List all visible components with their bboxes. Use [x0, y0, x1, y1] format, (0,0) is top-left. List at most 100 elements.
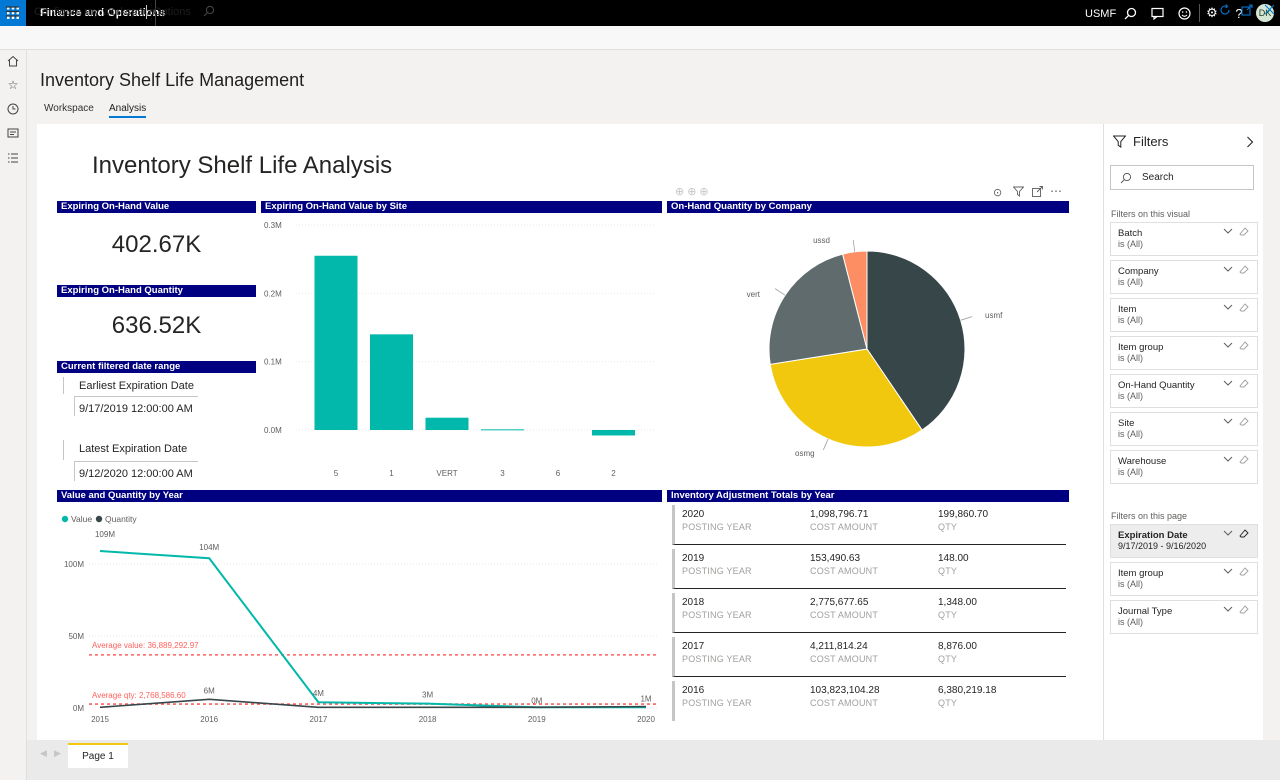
collapse-filters-chevron-icon[interactable]	[1246, 136, 1254, 151]
adjustment-year-value: 2019	[682, 553, 705, 564]
filter-card[interactable]: Item is (All)	[1110, 298, 1258, 332]
expand-filter-chevron-icon[interactable]	[1223, 605, 1233, 616]
favorites-star-icon[interactable]: ☆	[7, 78, 19, 92]
date-range-line	[74, 461, 75, 481]
refresh-icon[interactable]	[1219, 4, 1231, 19]
more-options-icon[interactable]: ⋯	[1050, 184, 1062, 198]
adjustment-qty-label: QTY	[938, 522, 958, 532]
configure-workspace-button[interactable]: Configure my workspace	[34, 6, 156, 18]
home-icon[interactable]	[6, 54, 20, 68]
app-title[interactable]: Finance and Operations	[40, 7, 166, 19]
adjustment-row: 2016 POSTING YEAR 103,823,104.28 COST AMOUN…	[672, 681, 1066, 721]
filter-card[interactable]: Site is (All)	[1110, 412, 1258, 446]
date-range-header: Current filtered date range	[57, 361, 256, 373]
adjustment-qty-value: 199,860.70	[938, 509, 989, 520]
focus-mode-icon[interactable]	[1032, 186, 1043, 200]
line-x-tick-label: 2015	[91, 715, 109, 724]
clear-filter-eraser-icon[interactable]	[1239, 341, 1249, 353]
adjustment-qty-label: QTY	[938, 654, 958, 664]
expand-filter-chevron-icon[interactable]	[1223, 227, 1233, 238]
page-tab[interactable]: Page 1	[68, 743, 128, 768]
filter-card[interactable]: Item group is (All)	[1110, 336, 1258, 370]
bar	[370, 334, 413, 430]
filter-funnel-icon	[1112, 135, 1127, 151]
expand-filter-chevron-icon[interactable]	[1223, 417, 1233, 428]
app-launcher-icon[interactable]	[0, 0, 26, 26]
workspaces-icon[interactable]	[6, 126, 20, 140]
expand-filter-chevron-icon[interactable]	[1223, 529, 1233, 540]
filter-name: Company	[1118, 266, 1159, 277]
clear-filter-eraser-icon[interactable]	[1239, 605, 1249, 617]
hamburger-menu-icon[interactable]	[6, 5, 19, 19]
series-line-quantity	[99, 698, 647, 709]
action-search-icon[interactable]	[203, 5, 215, 20]
avatar[interactable]: DK	[1256, 4, 1274, 22]
filter-name: Batch	[1118, 228, 1143, 239]
clear-filter-eraser-icon[interactable]	[1239, 265, 1249, 277]
filter-card[interactable]: Expiration Date 9/17/2019 - 9/16/2020	[1110, 524, 1258, 558]
clear-filter-eraser-icon[interactable]	[1239, 379, 1249, 391]
tab-workspace[interactable]: Workspace	[44, 103, 94, 114]
page-next-icon[interactable]: ▶	[54, 748, 61, 758]
drill-controls-icon[interactable]: ⊕⊕⊕	[675, 186, 712, 198]
filter-value: is (All)	[1118, 239, 1143, 249]
clear-filter-eraser-icon[interactable]	[1239, 567, 1249, 579]
bar	[592, 430, 635, 436]
clear-filter-eraser-icon[interactable]	[1239, 455, 1249, 467]
kpi-qty: 636.52K	[111, 312, 202, 339]
legend-quantity-label: Quantity	[105, 514, 137, 524]
options-button[interactable]: Options	[153, 6, 191, 18]
filter-card[interactable]: Item group is (All)	[1110, 562, 1258, 596]
expand-filter-chevron-icon[interactable]	[1223, 455, 1233, 466]
filter-card[interactable]: Warehouse is (All)	[1110, 450, 1258, 484]
latest-date-label: Latest Expiration Date	[79, 443, 188, 455]
drill-down-icon[interactable]: ⊙	[993, 187, 1003, 199]
clear-filter-eraser-icon[interactable]	[1239, 417, 1249, 429]
action-bar	[0, 26, 1280, 50]
filter-name: Site	[1118, 418, 1135, 429]
adjustment-cost-label: COST AMOUNT	[810, 566, 879, 576]
message-icon[interactable]	[1149, 5, 1165, 21]
filter-card[interactable]: Journal Type is (All)	[1110, 600, 1258, 634]
line-chart: Value Quantity 100M 50M 0M 2015 2016 2017 2018 20…	[61, 514, 657, 724]
visual-filter-icon[interactable]	[1012, 186, 1025, 200]
pie-slice-label: usmf	[985, 311, 1003, 320]
filters-search-input[interactable]: Search	[1110, 165, 1254, 190]
search-icon[interactable]	[1122, 5, 1138, 21]
expand-filter-chevron-icon[interactable]	[1223, 341, 1233, 352]
filter-card[interactable]: Company is (All)	[1110, 260, 1258, 294]
feedback-smiley-icon[interactable]	[1176, 5, 1192, 21]
open-new-window-icon[interactable]	[1241, 4, 1253, 19]
filter-card[interactable]: On-Hand Quantity is (All)	[1110, 374, 1258, 408]
close-icon[interactable]	[1264, 4, 1275, 18]
adjustment-year-value: 2016	[682, 685, 705, 696]
kpi-value: 402.67K	[111, 231, 202, 258]
filter-card[interactable]: Batch is (All)	[1110, 222, 1258, 256]
clear-filter-eraser-icon[interactable]	[1239, 227, 1249, 239]
settings-gear-icon[interactable]: ⚙	[1206, 5, 1218, 20]
date-range-line	[63, 440, 64, 460]
recent-clock-icon[interactable]	[6, 102, 20, 116]
legend-value-marker	[61, 515, 69, 523]
company-picker[interactable]: USMF	[1085, 8, 1117, 20]
page-prev-icon[interactable]: ◀	[40, 748, 47, 758]
value-data-label: 104M	[199, 543, 219, 552]
tab-analysis[interactable]: Analysis	[109, 103, 147, 118]
value-data-label: 4M	[313, 689, 324, 698]
clear-filter-eraser-icon[interactable]	[1239, 529, 1249, 541]
expand-filter-chevron-icon[interactable]	[1223, 265, 1233, 276]
adjustment-cost-value: 1,098,796.71	[810, 509, 869, 520]
bar-category-label: 1	[389, 469, 394, 478]
latest-date-value: 9/12/2020 12:00:00 AM	[79, 468, 193, 480]
filters-search-placeholder: Search	[1142, 172, 1174, 183]
bar	[425, 417, 469, 430]
modules-list-icon[interactable]	[6, 151, 20, 165]
clear-filter-eraser-icon[interactable]	[1239, 303, 1249, 315]
page-title: Inventory Shelf Life Management	[40, 70, 305, 90]
adjustment-cost-label: COST AMOUNT	[810, 610, 879, 620]
adjustment-row: 2019 POSTING YEAR 153,490.63 COST AMOUNT 148…	[672, 549, 1066, 589]
expand-filter-chevron-icon[interactable]	[1223, 303, 1233, 314]
help-icon[interactable]: ?	[1235, 5, 1243, 21]
expand-filter-chevron-icon[interactable]	[1223, 567, 1233, 578]
expand-filter-chevron-icon[interactable]	[1223, 379, 1233, 390]
